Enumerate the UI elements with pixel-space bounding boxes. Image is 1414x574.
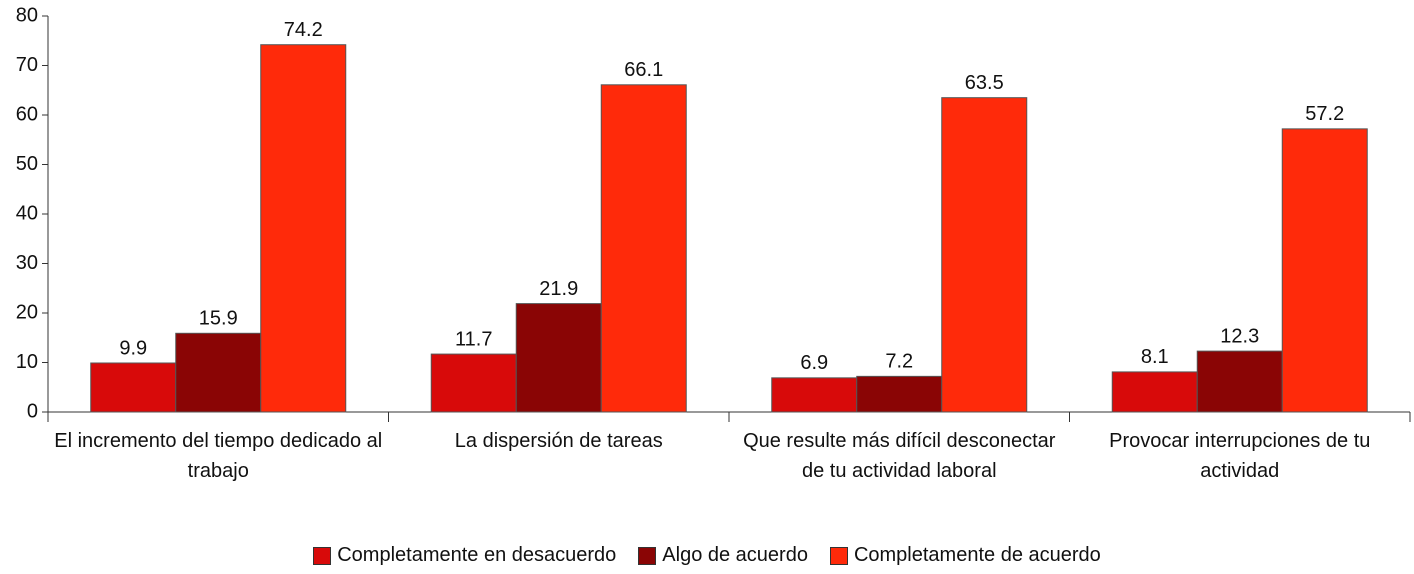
- value-label: 8.1: [1141, 346, 1169, 368]
- value-label: 15.9: [199, 308, 238, 330]
- legend-item: Completamente en desacuerdo: [313, 544, 616, 567]
- value-label: 9.9: [119, 337, 147, 359]
- y-tick-label: 80: [16, 4, 38, 26]
- value-label: 7.2: [885, 351, 913, 373]
- legend-label: Completamente en desacuerdo: [337, 544, 617, 566]
- bar: [856, 375, 943, 413]
- y-tick-label: 10: [16, 351, 38, 373]
- legend-swatch: [638, 546, 657, 565]
- bar: [771, 377, 858, 413]
- x-tick-label: El incremento del tiempo dedicado al tra…: [54, 430, 383, 482]
- value-label: 12.3: [1220, 325, 1259, 347]
- y-tick-label: 40: [16, 202, 38, 224]
- legend-swatch: [829, 546, 848, 565]
- x-tick-label: Provocar interrupciones de tu actividad: [1109, 430, 1371, 482]
- legend-label: Algo de acuerdo: [662, 544, 808, 566]
- y-tick-label: 30: [16, 252, 38, 274]
- bar: [175, 332, 262, 413]
- bar: [430, 353, 517, 413]
- x-tick-label: Que resulte más difícil desconectar de t…: [743, 430, 1056, 482]
- x-tick-label: La dispersión de tareas: [454, 430, 663, 452]
- value-label: 11.7: [455, 328, 492, 350]
- bar: [90, 362, 177, 413]
- value-label: 74.2: [284, 19, 323, 41]
- bar: [1111, 371, 1198, 413]
- value-label: 63.5: [965, 72, 1004, 94]
- value-label: 21.9: [539, 278, 578, 300]
- legend-item: Completamente de acuerdo: [829, 544, 1101, 567]
- y-tick-label: 60: [16, 103, 38, 125]
- legend: Completamente en desacuerdo Algo de acuer…: [0, 544, 1414, 567]
- legend-item: Algo de acuerdo: [638, 544, 808, 567]
- bar: [515, 303, 602, 413]
- value-label: 66.1: [624, 59, 663, 81]
- y-tick-label: 0: [27, 400, 38, 422]
- bar: [600, 84, 687, 413]
- y-tick-label: 70: [16, 54, 38, 76]
- bar: [941, 97, 1028, 413]
- bar: [1281, 128, 1368, 413]
- y-tick-label: 50: [16, 153, 38, 175]
- value-label: 57.2: [1305, 103, 1344, 125]
- legend-label: Completamente de acuerdo: [853, 544, 1101, 566]
- bar: [1196, 350, 1283, 413]
- value-label: 6.9: [800, 352, 828, 374]
- legend-swatch: [313, 546, 332, 565]
- y-tick-label: 20: [16, 301, 38, 323]
- bar: [260, 44, 347, 413]
